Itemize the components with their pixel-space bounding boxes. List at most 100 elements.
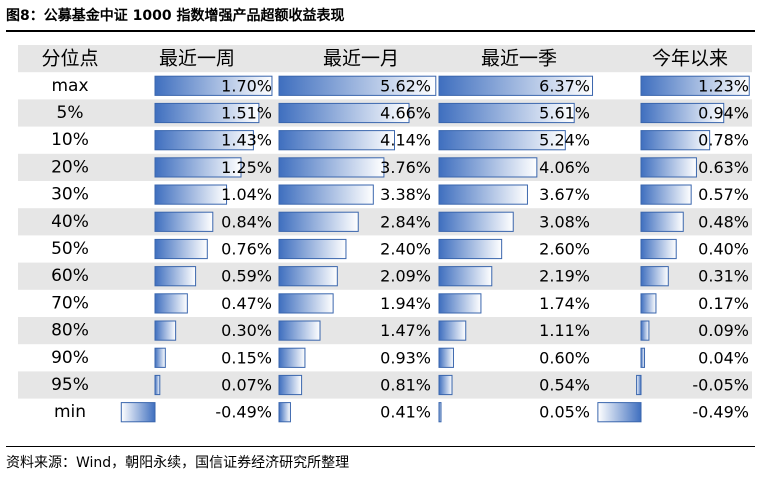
data-label: 3.08%: [539, 212, 590, 231]
data-label: -0.49%: [215, 403, 272, 422]
data-label: 0.76%: [221, 240, 272, 259]
column-header: 今年以来: [652, 48, 728, 70]
data-label: 0.54%: [539, 376, 590, 395]
data-label: -0.49%: [692, 403, 749, 422]
data-bar: [640, 130, 711, 151]
data-label: 1.23%: [698, 76, 749, 95]
data-label: 1.11%: [539, 321, 590, 340]
data-label: 0.30%: [221, 321, 272, 340]
data-bar: [438, 102, 575, 124]
source-rule: [6, 446, 755, 447]
data-label: 4.06%: [539, 158, 590, 177]
data-bar: [278, 266, 338, 287]
data-bar: [640, 293, 657, 314]
data-bar: [120, 402, 156, 423]
data-bar: [278, 238, 347, 260]
table-header: 分位点 最近一周 最近一月 最近一季 今年以来: [41, 48, 728, 70]
data-label: 0.41%: [380, 403, 431, 422]
data-label: 2.40%: [380, 240, 431, 259]
data-label: 1.51%: [221, 104, 272, 123]
data-bar: [154, 266, 197, 287]
data-label: 0.17%: [698, 294, 749, 313]
row-label: 30%: [51, 185, 89, 205]
data-label: 0.78%: [698, 131, 749, 150]
data-label: 0.47%: [221, 294, 272, 313]
data-label: 5.61%: [539, 104, 590, 123]
data-bar: [154, 184, 228, 205]
row-label: 80%: [51, 321, 89, 341]
data-bar: [640, 211, 684, 232]
row-stripe: [18, 153, 752, 181]
row-label: min: [54, 402, 86, 422]
data-bar: [640, 320, 650, 341]
row-stripe: [18, 371, 752, 399]
data-bar: [438, 211, 514, 232]
data-bar: [438, 347, 454, 368]
data-label: 6.37%: [539, 76, 590, 95]
data-bar: [278, 75, 437, 96]
data-label: 0.63%: [698, 158, 749, 177]
data-bar: [154, 130, 254, 151]
data-bar: [278, 130, 396, 151]
data-bar: [154, 75, 273, 96]
data-label: 2.09%: [380, 267, 431, 286]
column-header: 最近一季: [481, 48, 557, 70]
data-label: 0.05%: [539, 403, 590, 422]
row-stripe: [18, 208, 752, 236]
data-label: -0.05%: [692, 376, 749, 395]
row-label: 70%: [51, 293, 89, 313]
data-label: 0.93%: [380, 348, 431, 367]
data-bar: [154, 320, 177, 341]
data-bar: [278, 347, 306, 368]
data-bar: [154, 211, 214, 232]
data-bar: [438, 293, 482, 314]
data-label: 1.43%: [221, 131, 272, 150]
column-header: 最近一月: [323, 48, 399, 70]
data-bar: [640, 102, 725, 124]
data-label: 1.70%: [221, 76, 272, 95]
data-label: 0.04%: [698, 348, 749, 367]
data-bar: [438, 374, 453, 396]
data-label: 3.67%: [539, 185, 590, 204]
row-label: 95%: [51, 375, 89, 395]
row-label: max: [51, 76, 88, 96]
data-bar: [278, 157, 385, 178]
data-label: 5.62%: [380, 76, 431, 95]
data-bar: [597, 402, 642, 423]
data-bar: [438, 130, 566, 151]
row-header-label: 分位点: [41, 48, 98, 70]
row-label: 10%: [51, 130, 89, 150]
data-bar: [640, 347, 646, 368]
data-bar: [438, 157, 538, 178]
data-bar: [438, 184, 528, 205]
row-label: 90%: [51, 348, 89, 368]
data-label: 0.60%: [539, 348, 590, 367]
data-label: 4.14%: [380, 131, 431, 150]
data-bar: [154, 293, 188, 314]
column-header: 最近一周: [159, 48, 235, 70]
row-label: 50%: [51, 239, 89, 259]
data-bar: [278, 320, 321, 341]
data-bar: [438, 266, 493, 287]
data-label: 1.25%: [221, 158, 272, 177]
data-bar: [278, 184, 374, 205]
data-label: 0.59%: [221, 267, 272, 286]
data-bars: [120, 75, 750, 423]
data-bar: [278, 102, 410, 124]
data-label: 4.66%: [380, 104, 431, 123]
data-bar: [278, 402, 291, 423]
cell-labels: max 1.70% 5.62% 6.37% 1.23% 5% 1.51% 4.66% 5.61%…: [51, 76, 749, 422]
data-label: 0.15%: [221, 348, 272, 367]
data-label: 0.07%: [221, 376, 272, 395]
data-bar: [278, 211, 359, 232]
data-bar: [154, 102, 260, 124]
data-label: 2.84%: [380, 212, 431, 231]
data-bar: [154, 157, 242, 178]
data-label: 0.31%: [698, 267, 749, 286]
row-label: 5%: [57, 103, 84, 123]
row-stripe: [18, 262, 752, 290]
data-label: 2.60%: [539, 240, 590, 259]
data-bar: [640, 157, 697, 178]
data-label: 1.74%: [539, 294, 590, 313]
